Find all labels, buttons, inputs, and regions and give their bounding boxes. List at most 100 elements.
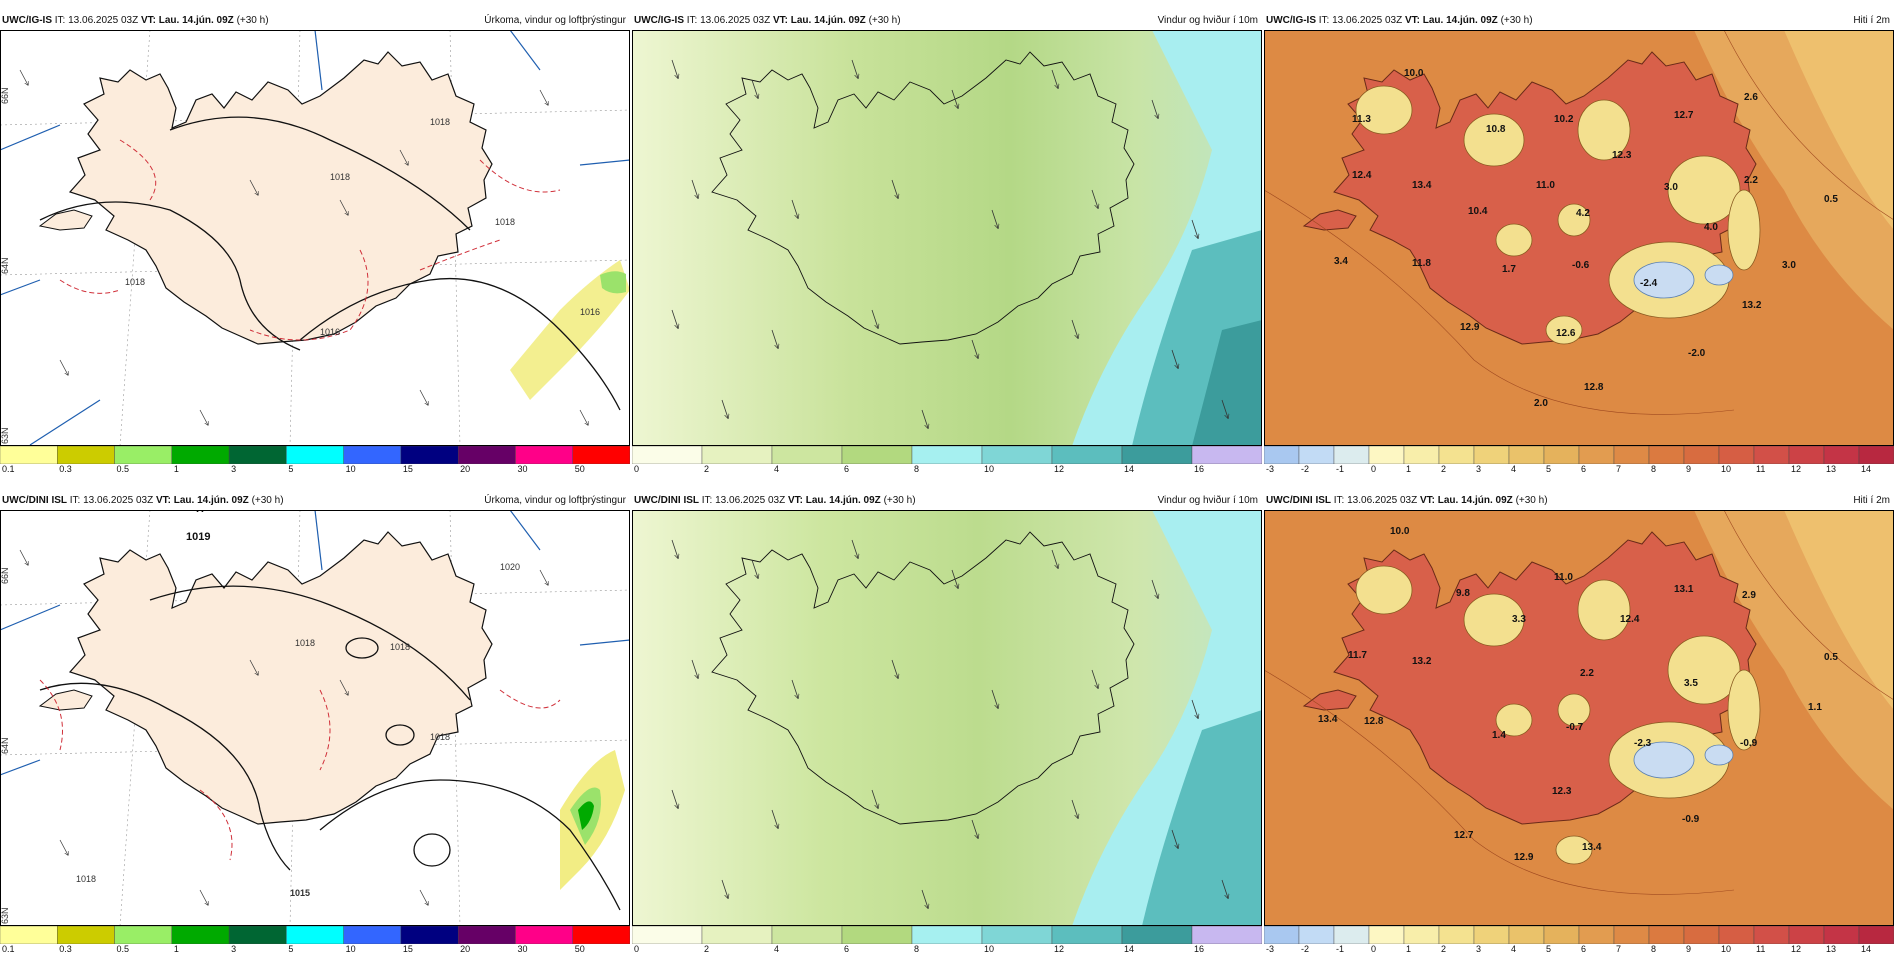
temp-value: -0.7: [1566, 722, 1584, 733]
model-name: UWC/IG-IS: [634, 15, 684, 26]
panel-header: UWC/DINI ISL IT: 13.06.2025 03Z VT: Lau.…: [632, 492, 1262, 510]
panel-header: UWC/IG-IS IT: 13.06.2025 03Z VT: Lau. 14…: [632, 12, 1262, 30]
vt-value: Lau. 14.jún. 09Z: [173, 495, 249, 506]
temp-value: 1.1: [1808, 702, 1822, 713]
colorbar-swatch: [1858, 445, 1895, 465]
lat-label: 63N: [0, 427, 10, 444]
colorbar-tick-label: 14: [1861, 464, 1872, 474]
colorbar-tick-label: 5: [288, 464, 294, 474]
precip-panel-top: UWC/IG-IS IT: 13.06.2025 03Z VT: Lau. 14…: [0, 12, 631, 480]
colorbar-swatch: [1438, 925, 1475, 945]
colorbar-tick-label: -3: [1266, 464, 1275, 474]
colorbar-tick-label: 5: [288, 944, 294, 954]
panel-title: Vindur og hviður í 10m: [1157, 15, 1258, 26]
temp-value: -0.9: [1682, 814, 1700, 825]
wind-panel-top: UWC/IG-IS IT: 13.06.2025 03Z VT: Lau. 14…: [631, 12, 1263, 480]
colorbar-swatch: [114, 925, 173, 945]
colorbar-swatch: [701, 445, 773, 465]
wind-colorbar: 0 2 4 6 8 10 12 14 16: [631, 445, 1263, 480]
colorbar-swatch: [1753, 925, 1790, 945]
lead-time: (+30 h): [868, 15, 901, 26]
colorbar-tick-label: 0: [1371, 944, 1377, 954]
colorbar-swatch: [701, 925, 773, 945]
colorbar-tick-label: 50: [574, 944, 585, 954]
isobar-label: 1020: [500, 562, 520, 572]
colorbar-tick-label: 6: [844, 464, 850, 474]
it-value: 13.06.2025 03Z: [1347, 495, 1418, 506]
colorbar-swatch: [1403, 445, 1440, 465]
colorbar-tick-label: 13: [1826, 944, 1837, 954]
temp-value: 13.4: [1582, 842, 1602, 853]
colorbar-tick-label: 5: [1546, 944, 1552, 954]
temp-value: 0.5: [1824, 652, 1838, 663]
model-name: UWC/IG-IS: [1266, 15, 1316, 26]
it-value: 13.06.2025 03Z: [715, 495, 786, 506]
colorbar-swatch: [1823, 925, 1860, 945]
colorbar-swatch: [771, 925, 843, 945]
wind-colorbar: 0 2 4 6 8 10 12 14 16: [631, 925, 1263, 960]
isobar-label: 1018: [295, 638, 315, 648]
colorbar-swatch: [286, 925, 344, 945]
colorbar-tick-label: 8: [1651, 944, 1657, 954]
colorbar-tick-label: 30: [517, 944, 528, 954]
temp-value: 10.4: [1468, 206, 1488, 217]
colorbar-tick-label: 11: [1756, 464, 1766, 474]
temp-value: 12.9: [1514, 852, 1534, 863]
lat-label: 66N: [0, 567, 10, 584]
isobar-label: 1018: [430, 732, 450, 742]
temp-value: 10.8: [1486, 124, 1506, 135]
temp-value: 11.3: [1352, 114, 1371, 125]
colorbar-tick-label: 10: [345, 464, 356, 474]
wind-map: [632, 510, 1262, 926]
high-pressure-label: 1019: [186, 531, 210, 543]
temp-value: -0.9: [1740, 738, 1758, 749]
colorbar-swatch: [1051, 445, 1123, 465]
vt-value: Lau. 14.jún. 09Z: [805, 495, 881, 506]
colorbar-swatch: [1718, 925, 1755, 945]
colorbar-swatch: [1788, 445, 1825, 465]
panel-title: Úrkoma, vindur og loftþrýstingur: [484, 15, 626, 26]
colorbar-tick-label: 6: [844, 944, 850, 954]
colorbar-swatch: [572, 445, 631, 465]
colorbar-tick-label: 12: [1791, 464, 1802, 474]
it-label: IT:: [69, 495, 81, 506]
vt-label: VT:: [787, 495, 803, 506]
colorbar-tick-label: 0.5: [116, 944, 130, 954]
colorbar-tick-label: 1: [173, 944, 179, 954]
temp-value: 1.7: [1502, 264, 1516, 275]
colorbar-tick-label: 9: [1686, 464, 1692, 474]
lead-time: (+30 h): [883, 495, 916, 506]
temp-value: 3.5: [1684, 678, 1698, 689]
colorbar-swatch: [1648, 925, 1685, 945]
colorbar-swatch: [0, 925, 58, 945]
vt-label: VT:: [1419, 495, 1435, 506]
isobar-label: 1018: [330, 172, 350, 182]
it-value: 13.06.2025 03Z: [700, 15, 771, 26]
temp-map: 10.0 11.3 12.4 13.4 10.8 10.2 12.7 2.6 1…: [1264, 30, 1894, 446]
colorbar-tick-label: 20: [460, 944, 471, 954]
lead-time: (+30 h): [251, 495, 284, 506]
colorbar-swatch: [1403, 925, 1440, 945]
panel-header: UWC/DINI ISL IT: 13.06.2025 03Z VT: Lau.…: [0, 492, 630, 510]
temp-value: 12.8: [1364, 716, 1384, 727]
model-name: UWC/DINI ISL: [634, 495, 699, 506]
colorbar-swatch: [1543, 445, 1580, 465]
colorbar-tick-label: 16: [1194, 464, 1205, 474]
isobar-label: 1018: [430, 117, 450, 127]
temp-value: 3.0: [1782, 260, 1796, 271]
colorbar-swatch: [1121, 445, 1193, 465]
lat-label: 64N: [0, 737, 10, 754]
colorbar-tick-label: -3: [1266, 944, 1275, 954]
temp-value: 13.2: [1412, 656, 1432, 667]
colorbar-swatch: [841, 925, 913, 945]
precip-map: H 1019 1018 1018 1020 1018 1018 1015 66N…: [0, 510, 630, 926]
temp-value: 4.2: [1576, 208, 1590, 219]
model-name: UWC/DINI ISL: [1266, 495, 1331, 506]
colorbar-swatch: [1578, 925, 1615, 945]
colorbar-tick-label: 0.1: [2, 464, 15, 474]
colorbar-tick-label: 9: [1686, 944, 1692, 954]
colorbar-tick-label: 0: [634, 944, 640, 954]
precip-map: 1018 1018 1018 1018 1016 1016 66N 64N 63…: [0, 30, 630, 446]
lat-label: 66N: [0, 87, 10, 104]
temp-value: 12.8: [1584, 382, 1604, 393]
